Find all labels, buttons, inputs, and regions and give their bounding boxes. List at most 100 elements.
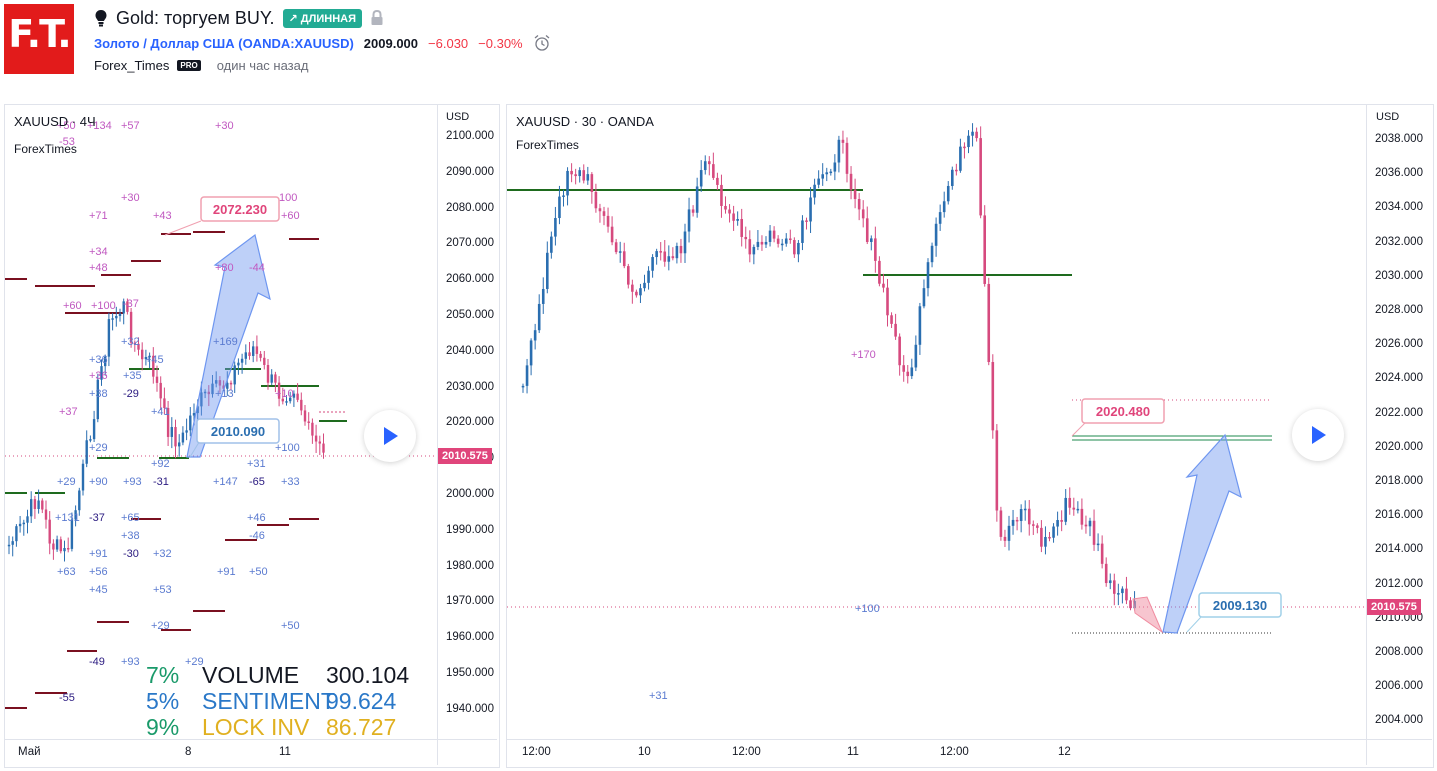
candle-body (898, 336, 901, 366)
callout-box (196, 418, 280, 444)
candle-body (732, 213, 735, 221)
trade-annotation: -53 (59, 136, 75, 148)
candle-body (170, 427, 173, 437)
candle-body (837, 139, 841, 163)
candle-body (1113, 580, 1116, 594)
candle-body (821, 174, 824, 179)
candle-body (1015, 519, 1019, 522)
price-tick-label: 2036.000 (1375, 167, 1423, 180)
candle-body (111, 318, 114, 320)
candle-body (728, 209, 731, 214)
candle-body (574, 174, 577, 177)
candle-body (33, 499, 37, 509)
candle-body (1048, 536, 1051, 539)
candle-body (1019, 509, 1023, 522)
right-chart-canvas[interactable]: 2020.480 2009.130 +170 +100 +31 (507, 105, 1366, 739)
callout-leader (1186, 616, 1202, 633)
trade-annotation: +60 (63, 300, 82, 312)
candle-body (1129, 600, 1132, 609)
candle-body (882, 283, 885, 288)
candle-body (70, 519, 74, 549)
price-tick-label: 2016.000 (1375, 509, 1423, 522)
left-chart-canvas[interactable]: 2072.230 2010.090 +50 +134 +57 +30 -53 +30 +71 +4… (5, 105, 437, 739)
trade-annotation: +30 (121, 192, 140, 204)
author-name[interactable]: Forex_Times (94, 58, 170, 73)
candle-body (639, 288, 642, 296)
candle-body (529, 340, 533, 366)
sell-arrow (1132, 596, 1164, 634)
candle-body (196, 406, 199, 414)
entry-price-callout: 2010.090 (196, 418, 280, 444)
candle-body (270, 374, 273, 383)
candle-body (229, 382, 233, 385)
trade-annotation: +10 (275, 388, 294, 400)
candle-body (926, 262, 930, 289)
symbol-link[interactable]: Золото / Доллар США (OANDA:XAUUSD) (94, 35, 354, 51)
candle-body (1088, 520, 1092, 527)
candle-body (274, 374, 277, 383)
trade-annotation: +60 (281, 210, 300, 222)
left-chart-panel[interactable] (4, 104, 500, 768)
candle-body (237, 362, 240, 366)
candle-body (215, 380, 218, 384)
candle-body (554, 218, 557, 237)
candle-body (185, 430, 188, 433)
candle-body (748, 239, 752, 255)
candle-body (606, 215, 610, 227)
time-tick-label: 11 (279, 746, 291, 758)
trade-annotation: +45 (145, 354, 164, 366)
forex-times-logo[interactable]: F.T. (4, 4, 74, 74)
right-chart-panel[interactable] (506, 104, 1434, 768)
trade-annotation: +91 (217, 566, 236, 578)
candle-body (122, 301, 125, 314)
price-tick-label: 2070.000 (446, 237, 494, 250)
trade-annotation: +29 (89, 442, 108, 454)
right-time-axis-divider (507, 739, 1432, 740)
trade-annotation: +53 (153, 584, 172, 596)
trade-annotation: +100 (855, 603, 880, 615)
volume-label: VOLUME (202, 662, 300, 688)
candle-body (1036, 525, 1039, 528)
idea-title: Gold: торгуем BUY. (116, 7, 275, 28)
alarm-clock-icon[interactable] (533, 34, 551, 52)
callout-text: 2072.230 (213, 202, 267, 217)
candle-body (979, 138, 982, 216)
candle-body (107, 319, 111, 357)
trade-annotation: +31 (649, 690, 668, 702)
candle-body (959, 146, 962, 171)
callout-text: 2010.090 (211, 424, 265, 439)
trade-annotation: +38 (121, 530, 140, 542)
trade-annotation: +92 (151, 458, 170, 470)
candle-body (752, 246, 756, 255)
candle-body (764, 241, 768, 245)
candle-body (675, 245, 679, 259)
trade-annotation: +29 (57, 476, 76, 488)
price-tick-label: 2020.000 (1375, 440, 1423, 453)
candle-body (784, 238, 788, 244)
right-chart-symbol: XAUUSD · 30 · OANDA (516, 114, 654, 129)
price-tick-label: 2000.000 (446, 488, 494, 500)
published-time: один час назад (216, 58, 309, 73)
candle-body (163, 398, 166, 408)
candle-body (975, 131, 978, 139)
right-play-button[interactable] (1292, 409, 1344, 461)
candle-body (951, 169, 954, 186)
trade-annotation: +32 (121, 336, 140, 348)
candle-body (789, 238, 792, 241)
candle-body (805, 220, 808, 222)
candle-body (218, 380, 222, 386)
left-play-button[interactable] (364, 410, 416, 462)
price-tick-label: 2080.000 (446, 201, 494, 214)
candle-body (129, 311, 133, 343)
trade-annotation: +36 (89, 370, 108, 382)
candle-body (1084, 524, 1088, 527)
idea-title-row: Gold: торгуем BUY. ↗ ДЛИННАЯ (94, 6, 384, 30)
candle-body (118, 313, 122, 316)
candle-body (578, 170, 581, 177)
candle-body (655, 251, 658, 258)
candle-body (322, 443, 325, 453)
sentiment-value: 99.624 (326, 688, 397, 714)
candle-body (829, 171, 833, 174)
candle-body (252, 346, 255, 356)
candle-body (841, 139, 845, 143)
